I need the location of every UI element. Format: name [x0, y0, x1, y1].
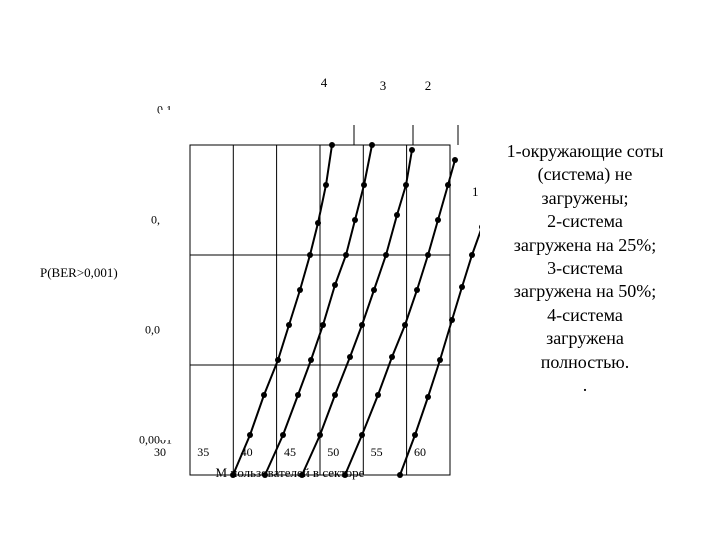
y-tick-1: 0,01	[72, 213, 172, 228]
page: 4 3 2 1 0,1 0,01 0,001 0,0001 30 35 40 4…	[0, 0, 720, 540]
chart: 4 3 2 1 0,1 0,01 0,001 0,0001 30 35 40 4…	[40, 60, 440, 500]
legend-line: полностью.	[470, 351, 700, 374]
plot-svg	[160, 110, 480, 490]
legend-line: загружена на 25%;	[470, 234, 700, 257]
curve-label-2: 2	[425, 78, 432, 94]
curve-label-4: 4	[321, 75, 328, 91]
legend-line: 1-окружающие соты	[470, 140, 700, 163]
plot-area	[160, 110, 420, 440]
legend-line: загружена на 50%;	[470, 280, 700, 303]
y-tick-0: 0,1	[72, 103, 172, 118]
legend-line: загружена	[470, 327, 700, 350]
legend-line: .	[470, 374, 700, 397]
y-axis-label: P(BER>0,001)	[40, 265, 118, 281]
legend-line: загружены;	[470, 187, 700, 210]
legend-text: 1-окружающие соты (система) не загружены…	[470, 140, 700, 397]
legend-line: 4-система	[470, 304, 700, 327]
y-tick-2: 0,001	[72, 323, 172, 338]
legend-line: 2-система	[470, 210, 700, 233]
curve-label-3: 3	[380, 78, 387, 94]
legend-line: 3-система	[470, 257, 700, 280]
legend-line: (система) не	[470, 163, 700, 186]
